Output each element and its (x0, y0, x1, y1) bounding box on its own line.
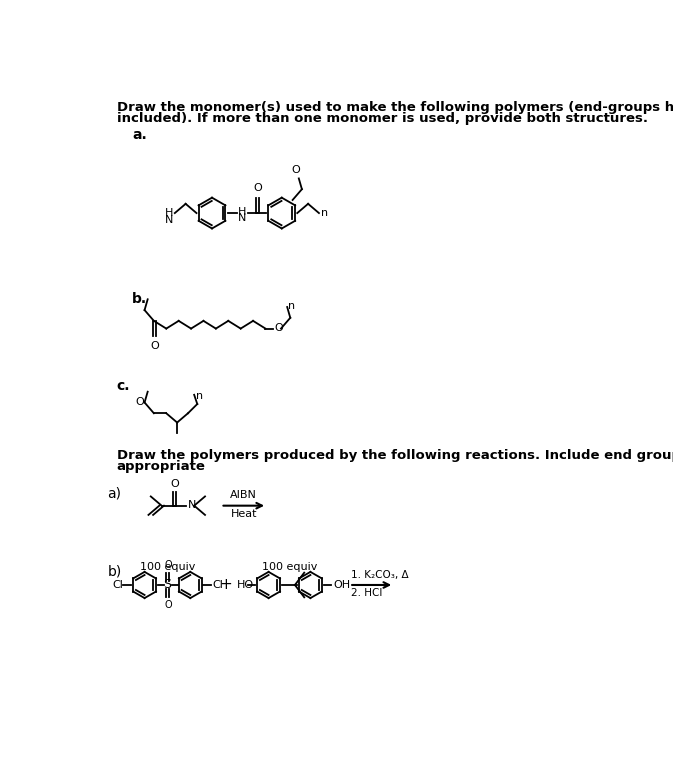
Text: 2. HCl: 2. HCl (351, 588, 382, 598)
Text: H: H (238, 206, 247, 216)
Text: N: N (188, 500, 197, 510)
Text: 100 equiv: 100 equiv (262, 562, 317, 572)
Text: n: n (320, 208, 328, 218)
Text: appropriate: appropriate (116, 460, 205, 473)
Text: N: N (165, 215, 173, 225)
Text: O: O (291, 166, 300, 176)
Text: included). If more than one monomer is used, provide both structures.: included). If more than one monomer is u… (116, 112, 647, 125)
Text: 1. K₂CO₃, Δ: 1. K₂CO₃, Δ (351, 570, 409, 580)
Text: n: n (196, 391, 203, 401)
Text: +: + (219, 577, 232, 593)
Text: O: O (170, 479, 179, 489)
Text: O: O (135, 398, 144, 408)
Text: OH: OH (333, 580, 350, 590)
Text: O: O (164, 559, 172, 569)
Text: b.: b. (132, 292, 147, 306)
Text: n: n (288, 301, 295, 312)
Text: a.: a. (132, 127, 147, 141)
Text: Draw the monomer(s) used to make the following polymers (end-groups have not bee: Draw the monomer(s) used to make the fol… (116, 102, 673, 115)
Text: S: S (163, 579, 171, 591)
Text: O: O (150, 341, 159, 351)
Text: N: N (238, 213, 247, 223)
Text: AIBN: AIBN (230, 490, 257, 500)
Text: HO: HO (237, 580, 254, 590)
Text: 100 equiv: 100 equiv (140, 562, 195, 572)
Text: O: O (275, 323, 283, 333)
Text: O: O (253, 183, 262, 193)
Text: Draw the polymers produced by the following reactions. Include end groups when: Draw the polymers produced by the follow… (116, 449, 673, 462)
Text: c.: c. (116, 379, 130, 393)
Text: Cl: Cl (213, 580, 223, 590)
Text: H: H (165, 209, 173, 219)
Text: O: O (164, 601, 172, 611)
Text: Cl: Cl (112, 580, 123, 590)
Text: b): b) (108, 565, 122, 579)
Text: Heat: Heat (231, 508, 257, 519)
Text: a): a) (108, 487, 121, 501)
